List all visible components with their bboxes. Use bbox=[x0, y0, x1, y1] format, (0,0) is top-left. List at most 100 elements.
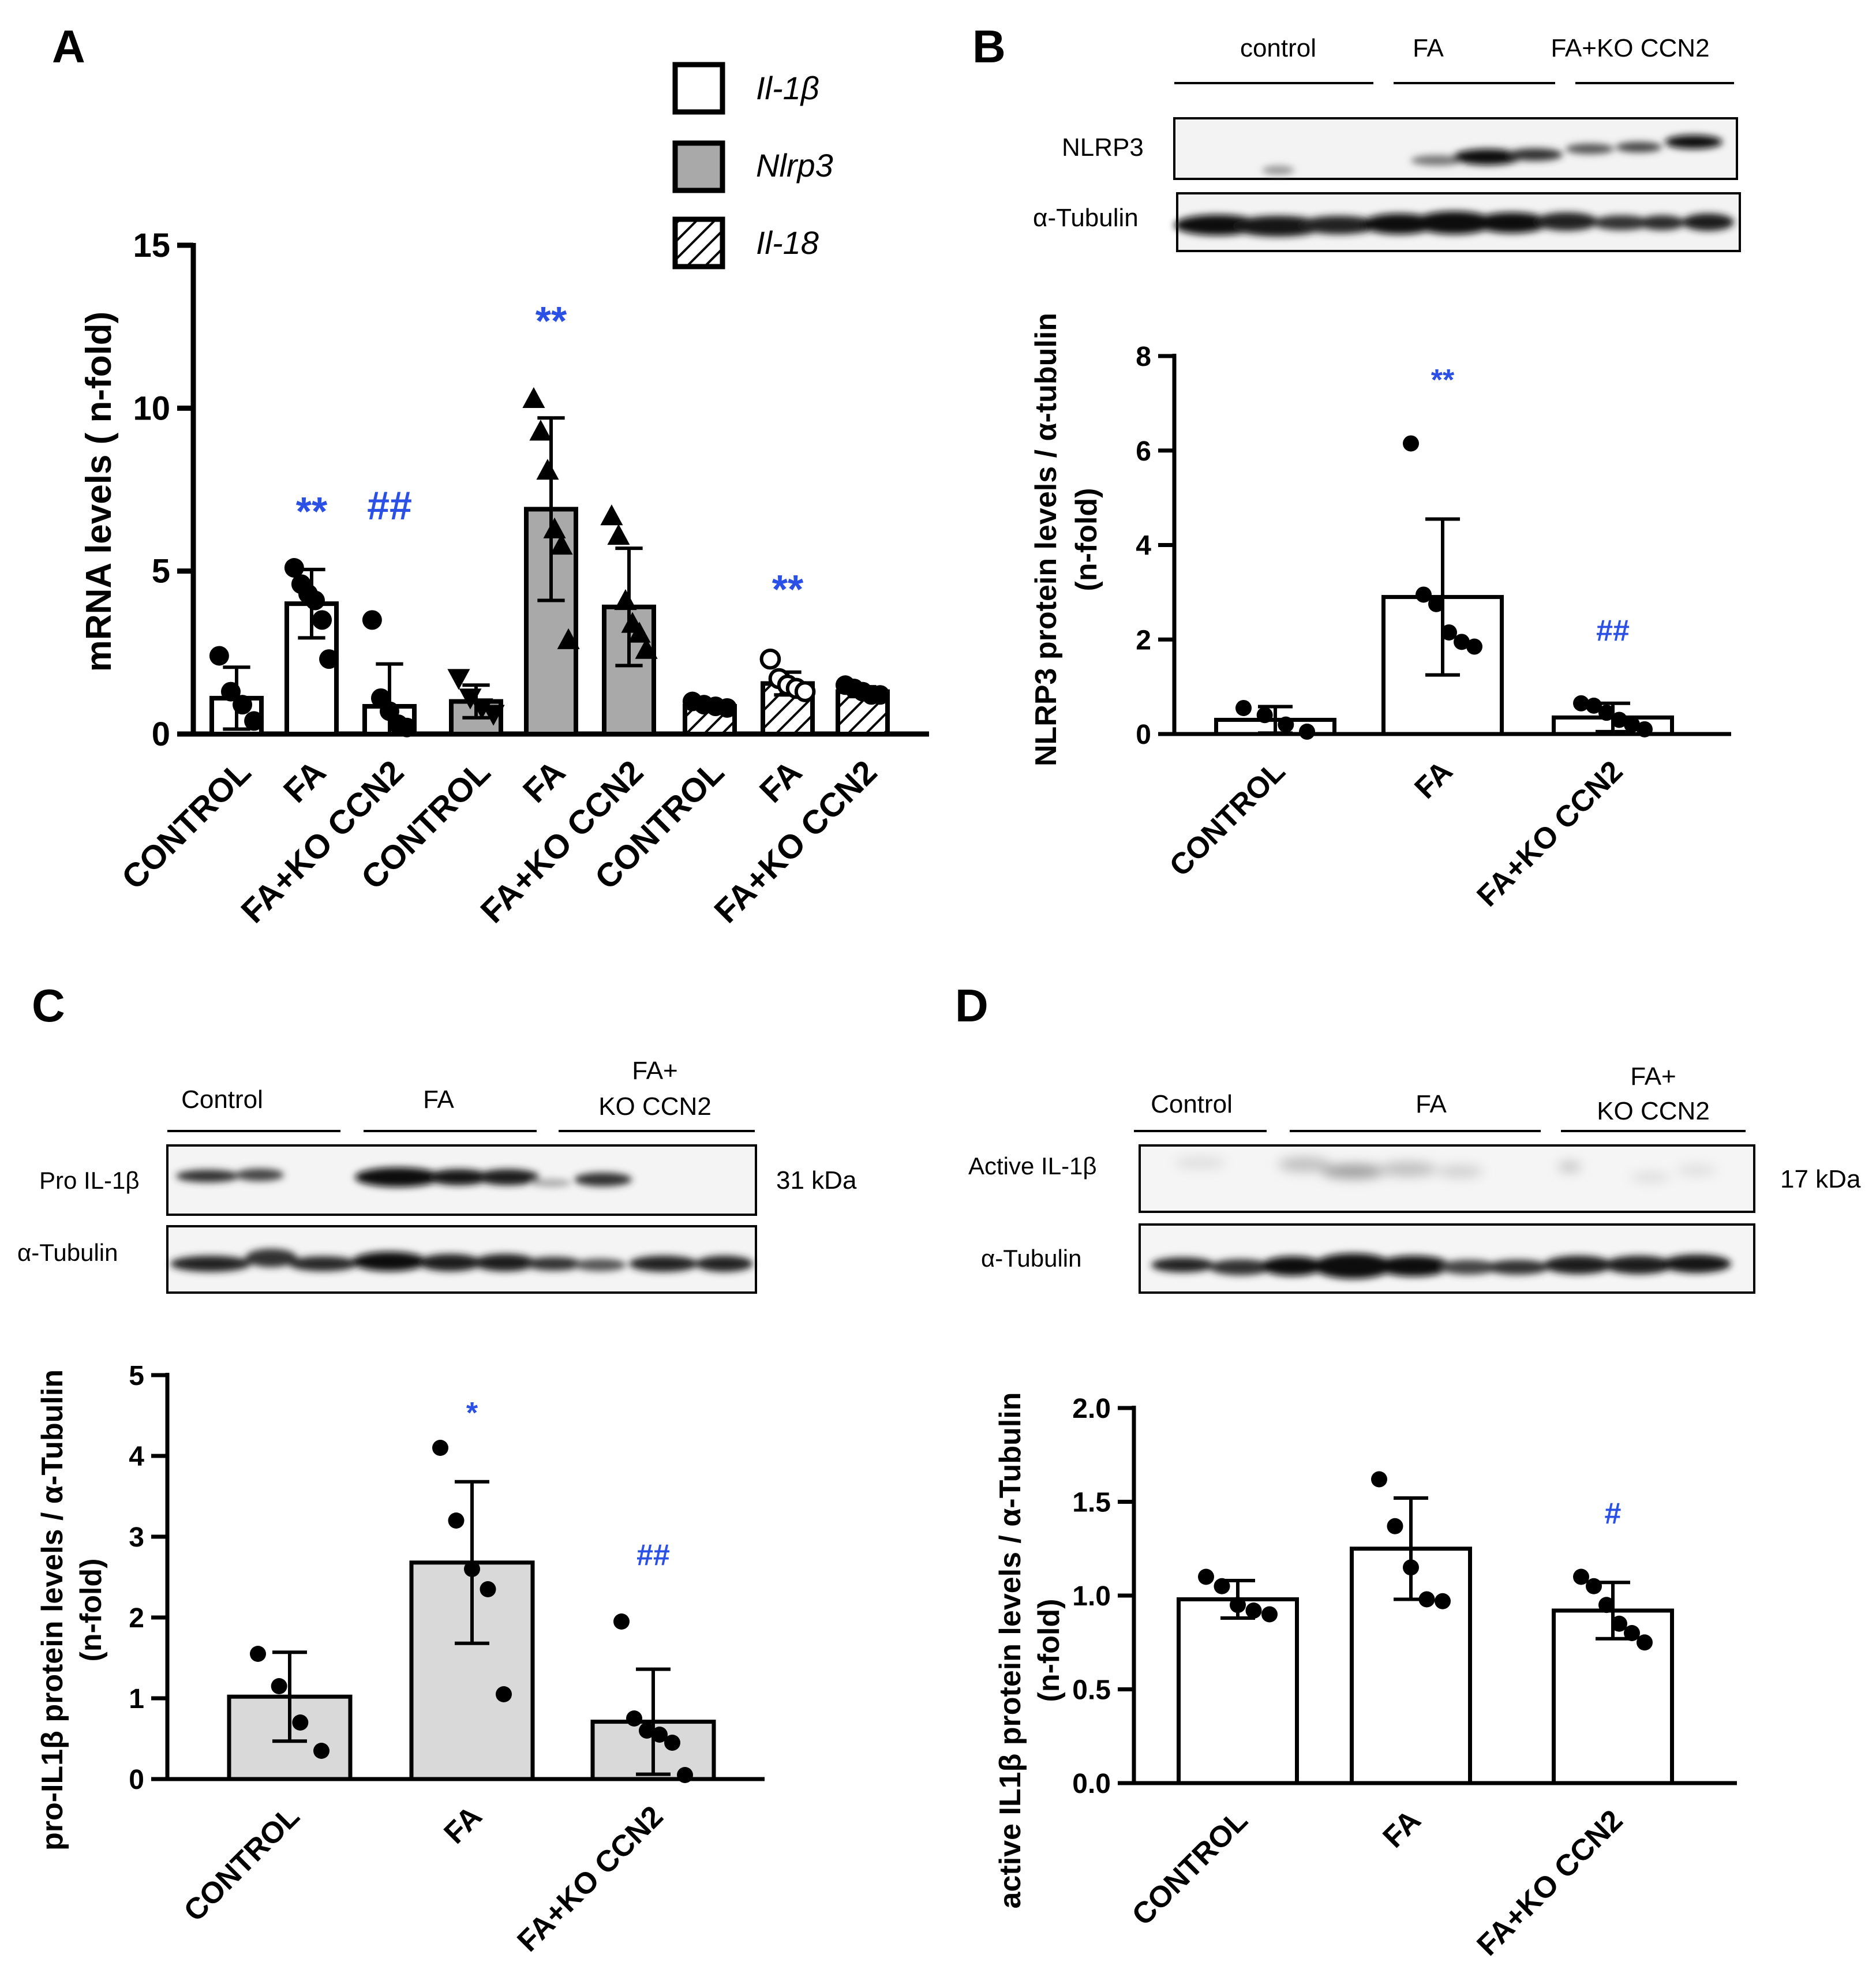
significance-marker: ## bbox=[636, 1538, 670, 1572]
blot-b-group-control: control bbox=[1240, 34, 1316, 62]
y-tick-label: 2.0 bbox=[1072, 1394, 1111, 1424]
data-point bbox=[628, 621, 651, 643]
panel-a-annotations: ** ## ** ** bbox=[296, 298, 804, 612]
x-category-label: FA bbox=[1376, 1803, 1427, 1854]
data-point bbox=[1278, 716, 1294, 733]
data-point bbox=[284, 558, 304, 578]
data-point bbox=[543, 517, 566, 538]
blot-c-group-control: Control bbox=[181, 1085, 263, 1114]
data-point bbox=[1387, 1518, 1403, 1534]
panel-c-annotations: * ## bbox=[466, 1396, 670, 1572]
data-point bbox=[319, 649, 339, 669]
significance-marker: ** bbox=[1431, 364, 1455, 397]
panel-label-a: A bbox=[52, 21, 85, 72]
panel-d-y-axis-label: active IL1β protein levels / α-Tubulin bbox=[994, 1392, 1027, 1909]
y-tick-label: 10 bbox=[133, 390, 170, 427]
panel-d-annotations: # bbox=[1605, 1497, 1622, 1530]
y-tick-label: 5 bbox=[152, 553, 170, 590]
data-point bbox=[1598, 1597, 1615, 1613]
data-point bbox=[459, 688, 482, 710]
data-point bbox=[536, 459, 559, 480]
data-point bbox=[529, 420, 552, 441]
data-point bbox=[271, 1678, 287, 1694]
data-point bbox=[1624, 716, 1640, 733]
y-tick-label: 1 bbox=[129, 1684, 144, 1714]
bar bbox=[1177, 1597, 1299, 1785]
data-point bbox=[244, 711, 264, 731]
panel-d-chart: active IL1β protein levels / α-Tubulin (… bbox=[994, 1392, 1737, 1962]
panel-d-points bbox=[1198, 1471, 1653, 1651]
data-point bbox=[1435, 1593, 1451, 1609]
data-point bbox=[607, 524, 630, 545]
data-point bbox=[1418, 1591, 1435, 1608]
y-tick-label: 0 bbox=[1136, 720, 1151, 750]
x-category-label: FA bbox=[752, 753, 809, 810]
data-point bbox=[677, 1767, 693, 1783]
panel-a-y-axis-label: mRNA levels ( n-fold) bbox=[79, 312, 119, 672]
panel-d-category-labels: CONTROL FA FA+KO CCN2 bbox=[1126, 1803, 1630, 1962]
data-point bbox=[292, 1714, 309, 1731]
data-point bbox=[397, 717, 417, 737]
data-point bbox=[1256, 707, 1273, 724]
legend-swatch-il18 bbox=[672, 216, 725, 269]
significance-marker: ** bbox=[772, 567, 804, 612]
y-tick-label: 6 bbox=[1136, 436, 1151, 467]
panel-label-c: C bbox=[32, 980, 65, 1031]
panel-c-y-axis-label-unit: (n-fold) bbox=[74, 1558, 108, 1661]
data-point bbox=[1428, 596, 1444, 612]
blot-c-bands-pro-il1b bbox=[176, 1167, 632, 1187]
panel-b-y-axis-label-unit: (n-fold) bbox=[1070, 488, 1103, 591]
panel-c-blot: Control FA FA+ KO CCN2 Pro IL-1β α-Tubul… bbox=[17, 1057, 857, 1294]
data-point bbox=[600, 504, 623, 526]
y-tick-label: 1.5 bbox=[1072, 1488, 1111, 1518]
data-point bbox=[447, 669, 470, 690]
blot-c-bands-tubulin bbox=[170, 1249, 753, 1272]
data-point bbox=[480, 1581, 496, 1597]
data-point bbox=[362, 610, 382, 630]
significance-marker: ** bbox=[536, 298, 567, 343]
data-point bbox=[220, 682, 241, 702]
y-tick-label: 2 bbox=[1136, 625, 1151, 656]
y-tick-label: 0.5 bbox=[1072, 1675, 1111, 1706]
blot-b-bands-tubulin bbox=[1174, 211, 1734, 237]
panel-a-chart: Il-1β Nlrp3 Il-18 mRNA levels ( n-fold) … bbox=[79, 62, 929, 930]
panel-b-points bbox=[1235, 435, 1653, 740]
blot-d-group-fa: FA bbox=[1416, 1090, 1447, 1118]
blot-d-bands-tubulin bbox=[1151, 1253, 1731, 1279]
data-point bbox=[1466, 638, 1482, 655]
data-point bbox=[1441, 624, 1457, 641]
data-point bbox=[1454, 634, 1470, 650]
significance-marker: # bbox=[1605, 1497, 1622, 1530]
data-point bbox=[482, 705, 505, 726]
significance-marker: ## bbox=[1596, 614, 1630, 647]
data-point bbox=[664, 1735, 680, 1751]
data-point bbox=[209, 646, 229, 666]
panel-label-d: D bbox=[955, 980, 988, 1031]
panel-d-error-bars bbox=[1220, 1496, 1630, 1641]
blot-d-bands-active-il1b bbox=[1174, 1157, 1717, 1182]
data-point bbox=[1198, 1568, 1214, 1585]
y-tick-label: 0.0 bbox=[1072, 1769, 1111, 1799]
x-category-label: FA+KO CCN2 bbox=[511, 1799, 670, 1958]
y-tick-label: 3 bbox=[129, 1522, 144, 1553]
x-category-label: CONTROL bbox=[1126, 1803, 1255, 1932]
data-point bbox=[639, 1723, 655, 1739]
panel-b-category-labels: CONTROL FA FA+KO CCN2 bbox=[1163, 754, 1630, 913]
data-point bbox=[1637, 721, 1653, 737]
blot-c-group-ko: KO CCN2 bbox=[598, 1092, 712, 1121]
panel-a-points bbox=[209, 387, 890, 737]
data-point bbox=[313, 1743, 329, 1759]
significance-marker: ** bbox=[296, 489, 328, 534]
panel-c-y-axis-label: pro-IL1β protein levels / α-Tubulin bbox=[36, 1369, 69, 1851]
blot-c-row-pro-il1b: Pro IL-1β bbox=[39, 1167, 140, 1194]
data-point bbox=[1261, 1606, 1278, 1623]
panel-c-bars bbox=[227, 1560, 716, 1781]
data-point bbox=[1573, 695, 1589, 712]
data-point bbox=[1586, 697, 1602, 714]
blot-b-row-nlrp3: NLRP3 bbox=[1062, 133, 1144, 162]
data-point bbox=[614, 589, 637, 611]
blot-d-group-control: Control bbox=[1151, 1090, 1233, 1118]
y-tick-label: 0 bbox=[129, 1765, 144, 1795]
data-point bbox=[550, 533, 573, 555]
